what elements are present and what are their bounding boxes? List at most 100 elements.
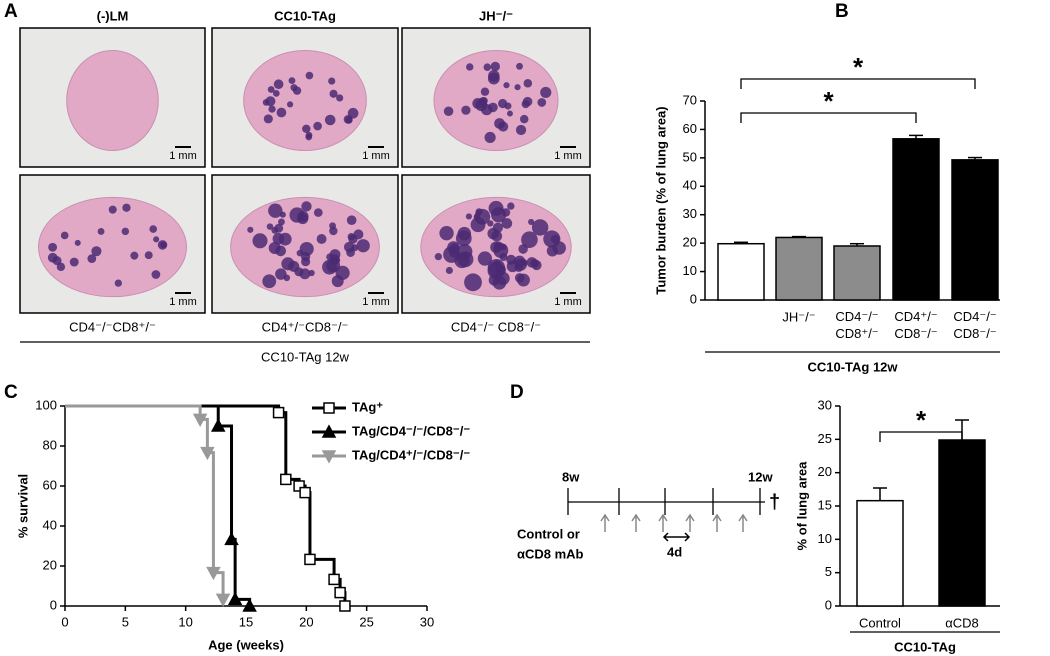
- x-axis-label: Age (weeks): [208, 637, 284, 652]
- injection-arrow: [712, 513, 722, 532]
- panel-label: B: [835, 1, 849, 22]
- tumor-nodule: [347, 107, 359, 119]
- injection-arrow: [600, 513, 610, 532]
- timeline-end: 12w: [748, 469, 773, 484]
- bar: [951, 159, 999, 301]
- tumor-nodule: [465, 213, 473, 220]
- bar: [938, 439, 986, 607]
- y-tick-label: 20: [43, 557, 57, 572]
- tumor-nodule: [494, 118, 505, 129]
- tumor-nodule: [540, 86, 552, 98]
- y-tick-label: 0: [50, 597, 57, 612]
- legend-label: TAg/CD4⁻/⁻/CD8⁻/⁻: [352, 423, 470, 438]
- y-tick-label: 60: [683, 121, 697, 136]
- tumor-nodule: [493, 241, 504, 252]
- tumor-nodule: [455, 230, 472, 247]
- tumor-nodule: [519, 114, 529, 124]
- y-tick-label: 0: [690, 291, 697, 306]
- tumor-nodule: [514, 273, 525, 283]
- legend-marker: [321, 450, 337, 464]
- tumor-nodule: [121, 227, 130, 236]
- tumor-nodule: [305, 71, 314, 80]
- tumor-nodule: [336, 94, 344, 102]
- tumor-nodule: [122, 203, 131, 212]
- x-tick-label: 25: [359, 614, 373, 629]
- tumor-nodule: [302, 124, 311, 134]
- y-tick-label: 80: [43, 437, 57, 452]
- tumor-nodule: [149, 225, 158, 233]
- tumor-nodule: [461, 105, 471, 115]
- tumor-nodule: [343, 241, 355, 253]
- marker: [299, 486, 311, 499]
- tumor-nodule: [528, 218, 535, 225]
- tumor-nodule: [297, 210, 309, 222]
- y-tick-label: 60: [43, 477, 57, 492]
- x-tick-label: JH⁻/⁻: [782, 309, 815, 324]
- legend-marker: [323, 402, 335, 414]
- tumor-nodule: [108, 205, 117, 214]
- tumor-nodule: [464, 273, 482, 292]
- tumor-nodule: [263, 114, 273, 124]
- scale-bar-label: 1 mm: [554, 150, 582, 162]
- tumor-nodule: [480, 87, 490, 96]
- y-tick-label: 20: [683, 235, 697, 250]
- y-tick-label: 30: [818, 397, 832, 412]
- tumor-nodule: [506, 110, 513, 117]
- bar: [717, 242, 765, 301]
- marker: [206, 566, 221, 581]
- tumor-nodule: [499, 253, 508, 262]
- tumor-nodule: [305, 133, 313, 141]
- tumor-nodule: [144, 251, 153, 260]
- significance-bracket: [879, 431, 963, 442]
- marker: [293, 480, 305, 492]
- tumor-nodule: [97, 228, 105, 235]
- group-label: CC10-TAg 12w: [807, 359, 898, 374]
- panel-label: D: [510, 382, 524, 403]
- tumor-nodule: [478, 97, 487, 106]
- tumor-nodule: [477, 251, 493, 266]
- interval-arrow: [662, 532, 691, 542]
- bar: [892, 138, 940, 301]
- x-tick-label: 15: [239, 614, 253, 629]
- tumor-nodule: [274, 223, 284, 233]
- significance-star: *: [853, 52, 864, 82]
- group-label: CC10-TAg 12w: [261, 349, 350, 364]
- tumor-nodule: [523, 79, 533, 88]
- interval-label: 4d: [667, 544, 682, 559]
- significance-star: *: [823, 86, 834, 116]
- tumor-nodule: [329, 226, 338, 236]
- tumor-nodule: [130, 251, 139, 260]
- survival-line: [65, 404, 347, 606]
- tumor-nodule: [69, 257, 79, 267]
- tumor-nodule: [160, 241, 167, 249]
- tumor-nodule: [490, 61, 500, 72]
- row-label: CD4⁺/⁻CD8⁻/⁻: [262, 319, 349, 334]
- marker: [200, 446, 215, 461]
- treatment-label: Control or: [517, 526, 580, 541]
- tissue: [66, 49, 159, 152]
- row-label: CD4⁻/⁻ CD8⁻/⁻: [451, 319, 541, 334]
- tumor-nodule: [445, 266, 453, 275]
- marker: [328, 573, 340, 586]
- marker: [242, 598, 257, 612]
- x-tick-label: αCD8: [945, 615, 979, 630]
- survival-line: [65, 404, 225, 600]
- significance-bracket: [740, 78, 976, 89]
- tumor-nodule: [299, 241, 314, 257]
- bar: [856, 499, 904, 607]
- tumor-nodule: [52, 256, 62, 266]
- tumor-nodule: [439, 226, 454, 241]
- tumor-nodule: [275, 245, 286, 257]
- tumor-nodule: [506, 260, 519, 273]
- legend-marker: [321, 424, 337, 438]
- tumor-nodule: [347, 233, 355, 241]
- column-label: (-)LM: [97, 8, 129, 23]
- scale-bar-label: 1 mm: [554, 296, 582, 308]
- tumor-nodule: [308, 269, 315, 277]
- significance-bracket: [740, 112, 917, 123]
- tumor-nodule: [114, 279, 122, 287]
- y-tick-label: 30: [683, 206, 697, 221]
- tumor-nodule: [531, 219, 549, 236]
- timeline-start: 8w: [562, 469, 580, 484]
- tumor-nodule: [434, 253, 442, 261]
